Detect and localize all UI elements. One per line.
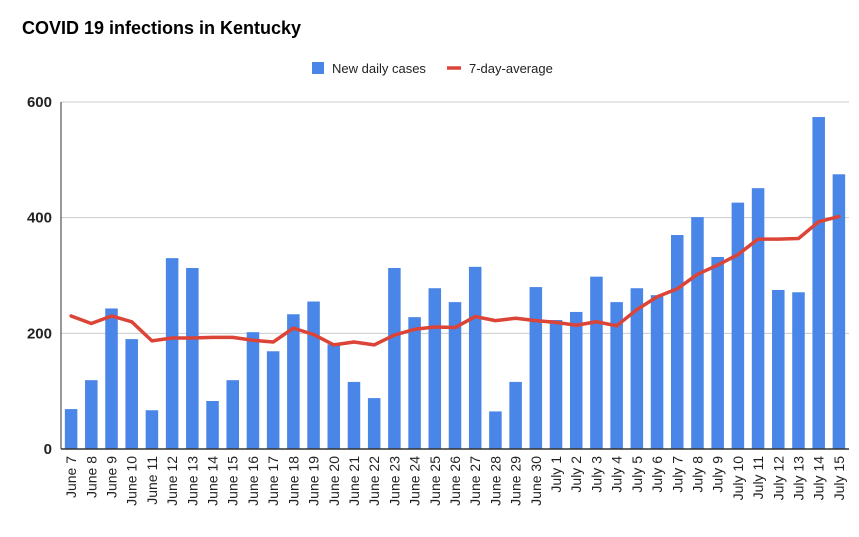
bar [509, 381, 522, 449]
x-tick-label: June 24 [407, 456, 423, 506]
x-tick-label: June 17 [265, 456, 281, 506]
bar [367, 398, 381, 449]
bar [64, 409, 78, 449]
bar [105, 308, 118, 449]
x-tick-label: June 14 [205, 456, 221, 506]
x-tick-label: June 30 [528, 456, 544, 506]
bar [266, 351, 280, 449]
x-tick-label: July 14 [811, 456, 827, 501]
bar [691, 217, 704, 449]
bar [186, 267, 199, 449]
y-tick-label: 600 [27, 94, 52, 111]
x-tick-label: July 5 [629, 456, 645, 493]
bar [590, 276, 603, 449]
y-tick-label: 200 [27, 325, 52, 342]
bar [569, 311, 583, 449]
x-tick-label: June 29 [508, 456, 524, 506]
x-tick-label: July 9 [710, 456, 726, 493]
x-tick-label: June 10 [124, 456, 140, 506]
x-tick-label: July 4 [609, 456, 625, 493]
x-tick-label: June 9 [104, 456, 120, 498]
bar [772, 289, 785, 449]
bar [650, 295, 664, 449]
series-line-7-day-average [69, 214, 841, 347]
x-tick-label: June 23 [386, 456, 402, 506]
bar [751, 188, 765, 449]
x-tick-label: June 27 [467, 456, 483, 506]
bar [630, 288, 644, 449]
x-tick-label: July 10 [730, 456, 746, 501]
x-tick-label: June 8 [83, 456, 99, 498]
bar [610, 302, 623, 449]
bar [125, 339, 138, 449]
bar [85, 380, 98, 449]
bar [428, 288, 442, 449]
bar [165, 258, 179, 449]
bar [489, 411, 502, 449]
bar [832, 174, 846, 449]
legend-label: 7-day-average [469, 61, 553, 76]
x-tick-label: June 25 [427, 456, 443, 506]
bar [226, 380, 240, 449]
x-tick-label: July 15 [831, 456, 847, 501]
bar [792, 292, 805, 449]
bar [670, 235, 684, 449]
x-tick-label: June 20 [326, 456, 342, 506]
bar [287, 314, 300, 449]
x-tick-label: July 13 [790, 456, 806, 501]
x-tick-label: July 3 [588, 456, 604, 493]
bar [327, 344, 341, 449]
y-tick-label: 400 [27, 210, 52, 227]
x-tick-label: June 18 [285, 456, 301, 506]
x-tick-label: June 11 [144, 456, 160, 505]
x-tick-label: July 7 [669, 456, 685, 493]
chart-title: COVID 19 infections in Kentucky [22, 18, 302, 38]
legend: New daily cases 7-day-average [312, 61, 553, 76]
bar [731, 202, 745, 449]
legend-swatch-bar [312, 62, 324, 74]
x-tick-label: July 11 [750, 456, 766, 500]
x-tick-label: July 1 [548, 456, 564, 493]
bar [549, 320, 563, 449]
x-tick-label: June 13 [184, 456, 200, 506]
x-tick-label: July 8 [689, 456, 705, 493]
y-tick-label: 0 [44, 441, 52, 458]
bar [468, 266, 482, 449]
x-tick-label: June 15 [225, 456, 241, 506]
legend-label: New daily cases [332, 61, 426, 76]
bar [711, 256, 724, 449]
bar [448, 302, 462, 449]
bar [388, 267, 401, 449]
bar [206, 400, 219, 449]
x-tick-label: June 16 [245, 456, 261, 506]
x-tick-label: July 2 [568, 456, 584, 493]
bar [408, 317, 421, 449]
x-tick-label: June 19 [306, 456, 322, 506]
x-tick-label: June 22 [366, 456, 382, 506]
bar [145, 410, 159, 449]
bar [347, 381, 361, 449]
x-tick-label: June 21 [346, 456, 362, 506]
bar [529, 287, 543, 449]
bar [307, 301, 320, 449]
x-tick-label: July 6 [649, 456, 665, 493]
x-tick-label: June 7 [63, 456, 79, 498]
bar [812, 117, 825, 449]
x-tick-label: June 28 [487, 456, 503, 506]
x-tick-label: July 12 [770, 456, 786, 501]
x-tick-label: June 12 [164, 456, 180, 506]
bar [246, 332, 260, 449]
x-tick-label: June 26 [447, 456, 463, 506]
